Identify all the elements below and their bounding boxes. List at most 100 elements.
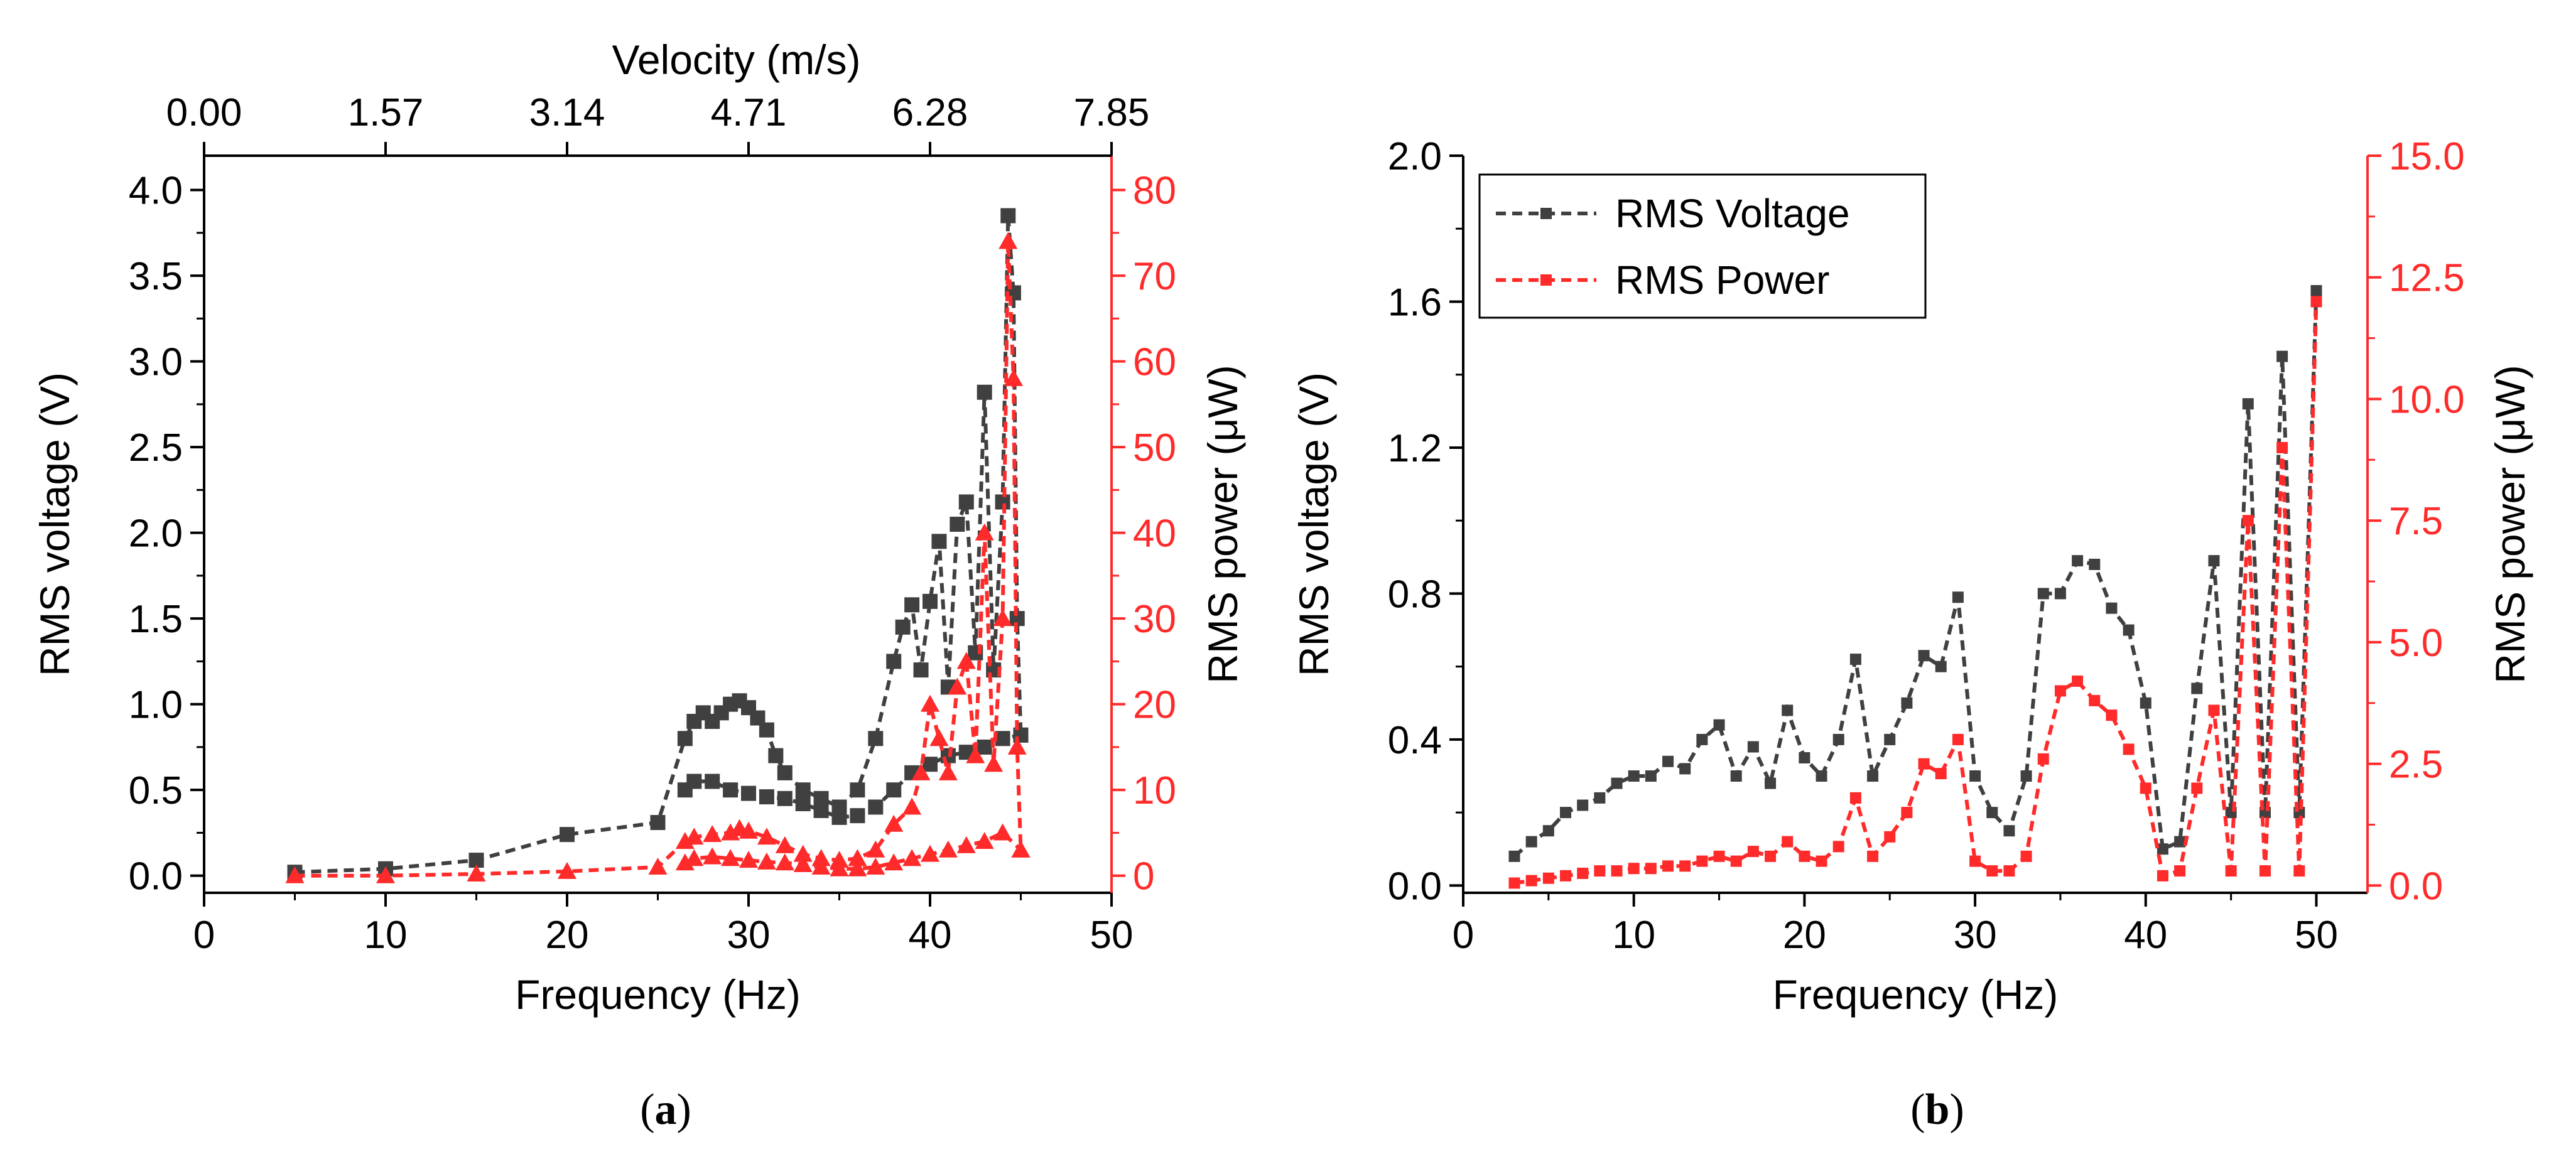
data-point — [2225, 865, 2237, 877]
y-left-tick-label: 3.0 — [129, 341, 183, 384]
data-point — [1508, 850, 1520, 862]
data-point — [830, 851, 849, 868]
data-point — [759, 789, 774, 805]
data-point — [850, 782, 865, 798]
x-tick-label: 50 — [2295, 914, 2338, 957]
data-point — [1867, 850, 1879, 862]
y-left-tick-label: 2.5 — [129, 426, 183, 470]
x-tick-label: 50 — [1090, 914, 1134, 957]
x-axis-title: Frequency (Hz) — [1773, 971, 2059, 1018]
data-point — [2208, 704, 2220, 716]
data-point — [1645, 770, 1657, 782]
y-right-tick-label: 50 — [1133, 426, 1176, 470]
data-point — [1560, 807, 1572, 819]
x-axis-title: Frequency (Hz) — [515, 971, 801, 1018]
panel-label: (a) — [640, 1086, 691, 1134]
data-point — [1577, 799, 1589, 811]
data-point — [1935, 660, 1947, 672]
data-point — [1816, 770, 1827, 782]
data-point — [1525, 836, 1537, 848]
data-point — [2072, 555, 2084, 567]
data-point — [923, 593, 938, 609]
data-point — [921, 694, 939, 712]
data-point — [868, 731, 884, 747]
y-left-tick-label: 0.0 — [1388, 865, 1442, 908]
legend-entry-label: RMS Voltage — [1615, 191, 1850, 236]
y-left-tick-label: 1.5 — [129, 598, 183, 641]
data-point — [1816, 855, 1827, 867]
data-point — [2020, 770, 2032, 782]
data-point — [948, 677, 967, 695]
data-point — [1560, 870, 1572, 881]
data-point — [1901, 697, 1913, 709]
data-point — [1935, 768, 1947, 780]
data-point — [956, 652, 976, 669]
data-point — [1952, 591, 1964, 603]
data-point — [2242, 515, 2254, 527]
data-point — [2106, 709, 2118, 721]
y-left-tick-label: 1.6 — [1388, 281, 1442, 324]
data-point — [1782, 704, 1794, 716]
x-tick-label: 30 — [1954, 914, 1997, 957]
data-point — [1730, 855, 1742, 867]
y-right-tick-label: 5.0 — [2389, 622, 2443, 665]
data-point — [721, 849, 740, 866]
data-point — [1730, 770, 1742, 782]
x-tick-label: 40 — [909, 914, 952, 957]
data-point — [977, 384, 992, 400]
data-point — [884, 853, 904, 871]
data-point — [1918, 650, 1930, 662]
data-point — [2123, 743, 2135, 755]
data-point — [2191, 682, 2203, 694]
data-point — [467, 864, 486, 881]
data-point — [2072, 675, 2084, 687]
data-point — [1986, 865, 1998, 877]
y-left-tick-label: 1.0 — [129, 684, 183, 727]
data-point — [376, 866, 395, 883]
data-point — [768, 748, 784, 763]
x-tick-label: 20 — [546, 914, 589, 957]
y-left-tick-label: 0.5 — [129, 769, 183, 812]
data-point — [1867, 770, 1879, 782]
data-point — [1577, 868, 1589, 880]
data-point — [1765, 850, 1777, 862]
data-point — [848, 849, 867, 866]
x-tick-label: 40 — [2124, 914, 2167, 957]
data-point — [886, 782, 902, 798]
panel-label: (b) — [1910, 1086, 1964, 1134]
data-point — [929, 729, 949, 747]
y-left-axis-title: RMS voltage (V) — [31, 372, 78, 676]
data-point — [995, 731, 1010, 747]
data-point — [675, 832, 695, 849]
y-left-tick-label: 1.2 — [1388, 427, 1442, 470]
data-point — [1594, 792, 1606, 804]
data-point — [884, 814, 904, 832]
y-right-tick-label: 0.0 — [2389, 865, 2443, 908]
data-point — [2174, 865, 2186, 877]
data-point — [1747, 741, 1759, 753]
data-point — [811, 858, 831, 875]
y-left-axis-title: RMS voltage (V) — [1291, 372, 1337, 676]
y-right-tick-label: 80 — [1133, 170, 1176, 213]
data-point — [1832, 841, 1844, 853]
legend-box — [1478, 173, 1927, 319]
x-tick-label: 0 — [1453, 914, 1474, 957]
data-point — [1525, 875, 1537, 887]
y-left-tick-label: 0.0 — [129, 855, 183, 898]
data-point — [1679, 860, 1691, 872]
series-line-0 — [1513, 290, 2319, 858]
data-point — [1662, 755, 1674, 767]
y-left-tick-label: 2.0 — [1388, 135, 1442, 178]
data-point — [830, 859, 849, 876]
data-point — [895, 619, 911, 635]
data-point — [904, 597, 920, 613]
panel-b-chart: 0 10 20 30 40 50 0.0 0.4 0.8 1.2 1.6 2.0 0.0 2.5 5.0 7.… — [1291, 135, 2533, 1134]
data-point — [2054, 588, 2066, 600]
data-point — [777, 790, 793, 806]
panel-label-letter: b — [1925, 1086, 1950, 1134]
data-point — [1004, 369, 1023, 386]
y-left-tick-label: 4.0 — [129, 170, 183, 213]
data-point — [2276, 441, 2288, 453]
data-point — [1007, 737, 1027, 755]
